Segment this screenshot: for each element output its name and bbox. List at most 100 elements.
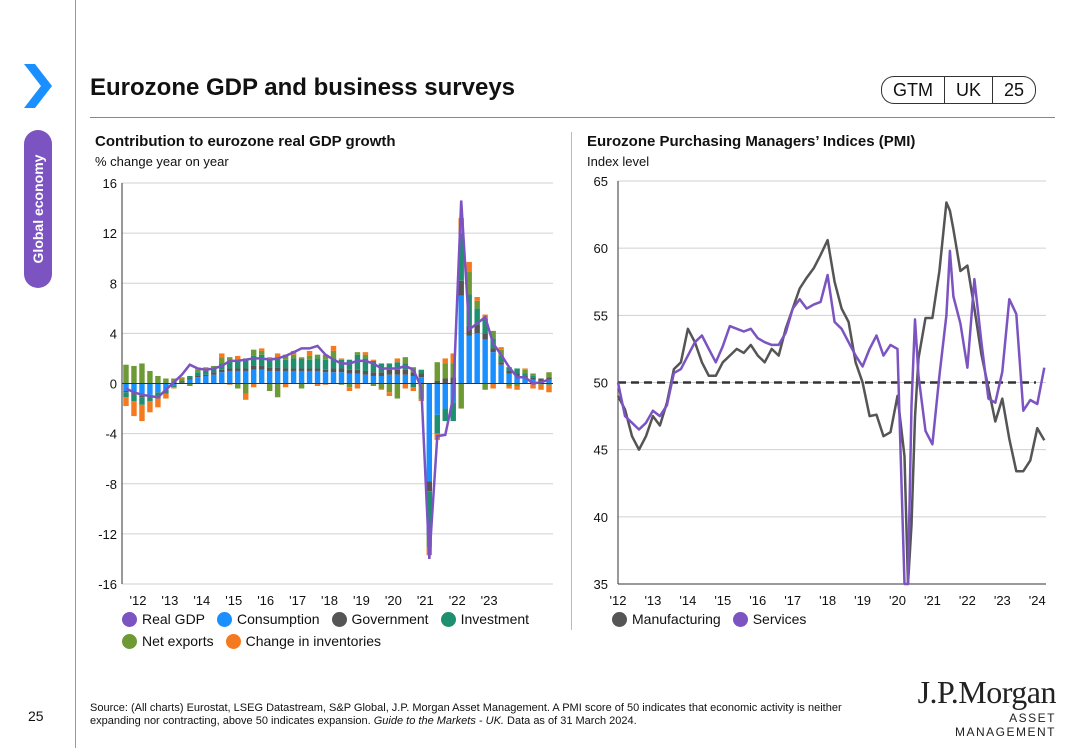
y-tick-label: 40 [594,510,608,525]
bar-net_exports [171,378,177,383]
bar-government [195,375,201,378]
legend-label: Government [351,611,429,627]
bar-investment [282,359,289,369]
bar-consumption [498,364,504,384]
legend-label: Change in inventories [245,633,382,649]
bar-government [434,380,440,384]
y-tick-label: 55 [594,308,608,323]
bar-investment [370,360,377,373]
pmi-chart-title: Eurozone Purchasing Managers’ Indices (P… [587,133,916,150]
bar-consumption [386,374,393,384]
bar-investment [187,375,193,379]
bar-inventories [490,383,496,389]
bar-net_exports [386,383,393,393]
region-label: UK [944,77,992,103]
legend-swatch [122,633,137,649]
bar-investment [163,389,169,394]
bar-government [298,368,305,371]
bar-net_exports [227,357,233,361]
bar-consumption [266,370,273,384]
bar-investment [179,380,185,383]
bar-net_exports [370,383,377,387]
legend-item: Net exports [122,630,214,652]
bar-consumption [171,383,177,387]
bar-investment [139,397,145,405]
bar-investment [426,491,433,536]
bar-government [330,368,337,373]
bar-government [498,362,504,365]
bar-consumption [506,373,512,384]
bar-inventories [155,398,161,408]
bar-government [410,372,417,376]
bar-consumption [410,375,417,384]
side-tab-label: Global economy [30,154,46,264]
legend-swatch [225,633,241,649]
source-text: Source: (All charts) Eurostat, LSEG Data… [90,702,842,727]
bar-government [314,368,321,371]
bar-inventories [530,383,536,389]
bar-government [442,378,448,384]
bar-net_exports [506,383,512,387]
bar-consumption [306,370,313,384]
bar-net_exports [274,383,281,398]
bar-inventories [410,387,417,392]
bar-net_exports [235,383,241,389]
bar-investment [386,363,393,370]
bar-government [242,368,249,371]
bar-government [514,373,520,376]
bar-inventories [306,350,313,356]
bar-inventories [466,261,472,272]
bar-consumption [282,370,289,384]
bar-government [250,365,257,370]
pmi-legend: Manufacturing Services [612,608,1012,630]
bar-inventories [378,388,385,390]
real-gdp-line [125,200,550,559]
bar-inventories [330,345,337,351]
gdp-chart-title: Contribution to eurozone real GDP growth [95,133,396,150]
legend-label: Net exports [142,633,214,649]
bar-inventories [362,352,369,355]
bar-inventories [474,297,480,301]
bar-government [258,365,265,370]
legend-label: Investment [460,611,530,627]
brand-name: J.P.Morgan [917,674,1057,710]
bar-net_exports [163,378,169,384]
bar-consumption [474,333,480,384]
x-tick-label: '21 [924,593,941,608]
bar-government [219,369,225,373]
bar-consumption [402,374,409,384]
x-tick-label: '18 [321,593,338,608]
bar-net_exports [538,383,544,385]
bar-inventories [179,377,185,379]
bar-net_exports [522,369,528,374]
bar-inventories [402,383,409,389]
bar-inventories [147,401,153,413]
bar-net_exports [346,383,353,388]
bar-inventories [298,357,305,359]
bar-investment [123,392,129,398]
bar-investment [147,394,153,402]
bar-inventories [514,386,520,390]
bar-government [506,370,512,374]
legend-label: Services [752,611,807,627]
y-tick-label: -16 [98,577,117,592]
bar-investment [195,372,201,376]
x-tick-label: '23 [481,593,498,608]
pmi-chart: 65 60 55 50 45 40 35'12 '13 '14 '15 '16 '17 '18 '19 '2… [594,174,1046,608]
bar-investment [203,370,209,375]
bar-investment [235,359,241,369]
bar-investment [434,414,440,434]
bar-net_exports [211,365,217,368]
bar-inventories [450,353,456,364]
bar-government [370,372,377,376]
bar-government [235,368,241,371]
bar-consumption [378,375,385,384]
x-tick-label: '19 [353,593,370,608]
bar-inventories [282,383,289,388]
bar-net_exports [250,349,257,356]
bar-consumption [418,377,425,384]
x-tick-label: '12 [610,593,627,608]
bar-investment [514,368,520,374]
bar-investment [155,392,161,399]
bar-net_exports [442,363,448,379]
